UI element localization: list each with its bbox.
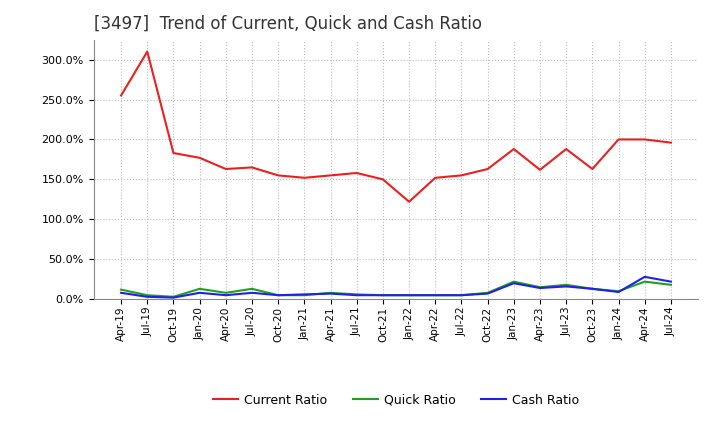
Quick Ratio	[431, 293, 440, 298]
Cash Ratio	[640, 274, 649, 279]
Current Ratio	[640, 137, 649, 142]
Cash Ratio	[562, 284, 570, 289]
Quick Ratio	[510, 279, 518, 284]
Cash Ratio	[667, 279, 675, 284]
Current Ratio	[222, 166, 230, 172]
Cash Ratio	[248, 290, 256, 295]
Current Ratio	[483, 166, 492, 172]
Quick Ratio	[457, 293, 466, 298]
Quick Ratio	[588, 286, 597, 291]
Quick Ratio	[326, 290, 335, 295]
Cash Ratio	[222, 293, 230, 298]
Current Ratio	[457, 173, 466, 178]
Cash Ratio	[457, 293, 466, 298]
Current Ratio	[300, 175, 309, 180]
Current Ratio	[326, 173, 335, 178]
Quick Ratio	[222, 290, 230, 295]
Current Ratio	[169, 150, 178, 156]
Current Ratio	[379, 177, 387, 182]
Quick Ratio	[117, 287, 125, 292]
Current Ratio	[248, 165, 256, 170]
Quick Ratio	[300, 293, 309, 298]
Legend: Current Ratio, Quick Ratio, Cash Ratio: Current Ratio, Quick Ratio, Cash Ratio	[208, 389, 584, 411]
Quick Ratio	[483, 290, 492, 295]
Cash Ratio	[274, 293, 282, 298]
Cash Ratio	[326, 291, 335, 296]
Cash Ratio	[510, 281, 518, 286]
Quick Ratio	[614, 289, 623, 294]
Quick Ratio	[562, 282, 570, 287]
Cash Ratio	[431, 293, 440, 298]
Current Ratio	[274, 173, 282, 178]
Current Ratio	[143, 49, 152, 54]
Cash Ratio	[379, 293, 387, 298]
Current Ratio	[352, 170, 361, 176]
Cash Ratio	[536, 286, 544, 291]
Quick Ratio	[169, 294, 178, 300]
Current Ratio	[405, 199, 413, 205]
Cash Ratio	[483, 291, 492, 296]
Current Ratio	[195, 155, 204, 161]
Quick Ratio	[536, 285, 544, 290]
Cash Ratio	[300, 292, 309, 297]
Line: Current Ratio: Current Ratio	[121, 51, 671, 202]
Line: Quick Ratio: Quick Ratio	[121, 282, 671, 297]
Cash Ratio	[195, 290, 204, 295]
Cash Ratio	[588, 286, 597, 291]
Line: Cash Ratio: Cash Ratio	[121, 277, 671, 297]
Cash Ratio	[169, 295, 178, 300]
Quick Ratio	[352, 292, 361, 297]
Current Ratio	[667, 140, 675, 145]
Current Ratio	[588, 166, 597, 172]
Quick Ratio	[379, 293, 387, 298]
Cash Ratio	[143, 294, 152, 300]
Quick Ratio	[248, 286, 256, 291]
Current Ratio	[536, 167, 544, 172]
Quick Ratio	[274, 293, 282, 298]
Cash Ratio	[614, 290, 623, 295]
Cash Ratio	[117, 290, 125, 295]
Cash Ratio	[405, 293, 413, 298]
Current Ratio	[431, 175, 440, 180]
Cash Ratio	[352, 293, 361, 298]
Current Ratio	[117, 93, 125, 98]
Text: [3497]  Trend of Current, Quick and Cash Ratio: [3497] Trend of Current, Quick and Cash …	[94, 15, 482, 33]
Current Ratio	[614, 137, 623, 142]
Quick Ratio	[667, 282, 675, 287]
Quick Ratio	[405, 293, 413, 298]
Quick Ratio	[195, 286, 204, 291]
Quick Ratio	[143, 293, 152, 298]
Current Ratio	[510, 147, 518, 152]
Current Ratio	[562, 147, 570, 152]
Quick Ratio	[640, 279, 649, 284]
